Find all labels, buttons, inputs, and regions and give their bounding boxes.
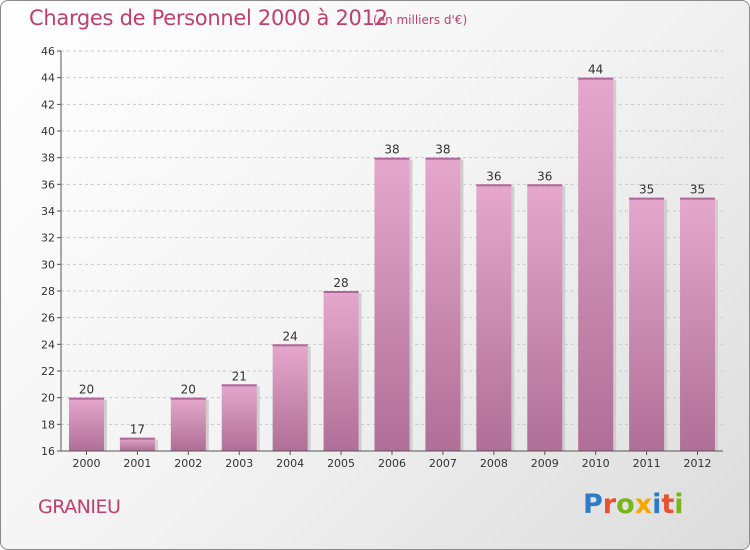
- bar-top-edge: [527, 184, 563, 187]
- bar-value-label: 38: [384, 143, 399, 157]
- bar-top-edge: [170, 397, 206, 400]
- y-tick-label: 24: [41, 338, 55, 351]
- bar: [221, 384, 257, 451]
- logo-letter: r: [602, 489, 617, 520]
- bar-value-label: 24: [283, 329, 298, 343]
- bar-value-label: 17: [130, 423, 145, 437]
- bar-value-label: 35: [690, 183, 705, 197]
- y-tick-label: 22: [41, 365, 55, 378]
- bar-top-edge: [680, 197, 716, 200]
- bar-top-edge: [374, 157, 410, 160]
- bar-top-edge: [221, 384, 257, 387]
- y-tick-label: 32: [41, 232, 55, 245]
- proxiti-logo[interactable]: Proxiti: [583, 489, 684, 520]
- bar-value-label: 38: [435, 143, 450, 157]
- bar-top-edge: [119, 437, 155, 440]
- x-tick-label: 2008: [480, 457, 508, 470]
- bar-top-edge: [68, 397, 104, 400]
- bar-value-label: 36: [537, 169, 552, 183]
- y-tick-label: 38: [41, 152, 55, 165]
- bar: [680, 197, 716, 451]
- x-tick-label: 2012: [684, 457, 712, 470]
- bar-top-edge: [425, 157, 461, 160]
- logo-letter: t: [661, 489, 675, 520]
- bar-value-label: 35: [639, 183, 654, 197]
- bar-value-label: 21: [232, 369, 247, 383]
- bar: [527, 184, 563, 452]
- bar-value-label: 20: [79, 383, 94, 397]
- y-tick-label: 30: [41, 258, 55, 271]
- bar: [272, 344, 308, 451]
- x-tick-label: 2004: [276, 457, 304, 470]
- bar: [323, 291, 359, 451]
- y-tick-label: 34: [41, 205, 55, 218]
- bar-value-label: 36: [486, 169, 501, 183]
- y-tick-label: 46: [41, 45, 55, 58]
- bar-value-label: 44: [588, 63, 603, 77]
- bar: [629, 197, 665, 451]
- bar-value-label: 20: [181, 383, 196, 397]
- bar: [476, 184, 512, 452]
- logo-letter: x: [634, 489, 653, 520]
- x-tick-label: 2001: [123, 457, 151, 470]
- bars-layer: 20 17 20 21 24 28 38 38 36 36 44 35 35: [68, 63, 719, 452]
- bar: [425, 157, 461, 451]
- bar: [119, 437, 155, 451]
- x-tick-label: 2000: [72, 457, 100, 470]
- bar: [68, 397, 104, 451]
- x-tick-label: 2010: [582, 457, 610, 470]
- y-tick-label: 28: [41, 285, 55, 298]
- bar: [578, 77, 614, 452]
- x-tick-label: 2007: [429, 457, 457, 470]
- y-tick-label: 40: [41, 125, 55, 138]
- bar-top-edge: [323, 291, 359, 293]
- y-tick-label: 44: [41, 72, 55, 85]
- y-tick-label: 18: [41, 418, 55, 431]
- bar-value-label: 28: [333, 276, 348, 290]
- x-tick-label: 2003: [225, 457, 253, 470]
- bar-top-edge: [578, 77, 614, 80]
- x-tick-label: 2002: [174, 457, 202, 470]
- y-tick-label: 42: [41, 98, 55, 111]
- chart-title: Charges de Personnel 2000 à 2012: [29, 6, 388, 30]
- logo-letter: o: [616, 489, 635, 520]
- x-tick-label: 2011: [633, 457, 661, 470]
- logo-letter: P: [583, 489, 603, 520]
- x-tick-label: 2006: [378, 457, 406, 470]
- axis-layer: 16 18 20 22 24 26 28 30 32 34 36 38 40 42 44 46 2000 2001…: [41, 45, 723, 470]
- x-tick-label: 2009: [531, 457, 559, 470]
- logo-letter: i: [674, 489, 684, 520]
- bar-top-edge: [272, 344, 308, 347]
- logo-letter: i: [652, 489, 662, 520]
- bar-top-edge: [629, 197, 665, 200]
- bar: [170, 397, 206, 451]
- bar: [374, 157, 410, 451]
- bar-top-edge: [476, 184, 512, 187]
- y-tick-label: 36: [41, 178, 55, 191]
- y-tick-label: 16: [41, 445, 55, 458]
- y-tick-label: 20: [41, 392, 55, 405]
- commune-name: GRANIEU: [38, 496, 121, 518]
- y-tick-label: 26: [41, 312, 55, 325]
- x-tick-label: 2005: [327, 457, 355, 470]
- chart-subtitle: (en milliers d'€): [373, 13, 468, 27]
